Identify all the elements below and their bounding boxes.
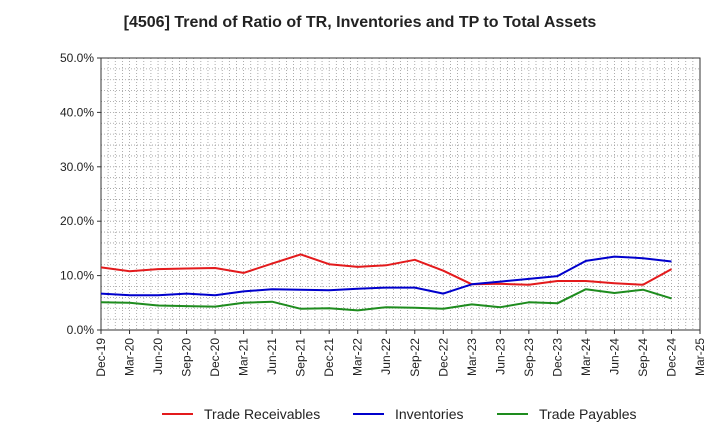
- x-tick-label: Mar-24: [579, 338, 593, 376]
- y-tick-label: 30.0%: [60, 160, 94, 174]
- axes: 0.0% 10.0% 20.0% 30.0% 40.0% 50.0% Dec-19 Mar-2…: [60, 51, 707, 377]
- y-tick-label: 10.0%: [60, 269, 94, 283]
- series-line-trade-receivables: [100, 253, 672, 286]
- chart-title: [4506] Trend of Ratio of TR, Inventories…: [123, 14, 597, 31]
- legend-label: Trade Payables: [539, 406, 637, 422]
- grid: [101, 58, 700, 330]
- legend-label: Inventories: [395, 406, 463, 422]
- y-tick-label: 40.0%: [60, 105, 94, 119]
- x-tick-label: Jun-22: [379, 338, 393, 375]
- plot-frame: [100, 57, 701, 331]
- x-tick-label: Mar-22: [351, 338, 365, 376]
- x-tick-label: Dec-22: [436, 338, 450, 377]
- series-lines: [100, 253, 672, 312]
- x-tick-label: Dec-24: [664, 338, 678, 377]
- x-tick-label: Mar-20: [123, 338, 137, 376]
- x-tick-label: Jun-21: [265, 338, 279, 375]
- y-tick-label: 0.0%: [67, 323, 95, 337]
- y-tick-label: 50.0%: [60, 51, 94, 65]
- x-tick-label: Mar-21: [237, 338, 251, 376]
- x-tick-label: Sep-22: [408, 338, 422, 377]
- x-tick-label: Sep-21: [294, 338, 308, 377]
- x-tick-label: Sep-24: [636, 338, 650, 377]
- x-tick-label: Dec-19: [94, 338, 108, 377]
- x-tick-label: Jun-23: [493, 338, 507, 375]
- legend: Trade Receivables Inventories Trade Payabl…: [162, 406, 637, 422]
- y-tick-label: 20.0%: [60, 214, 94, 228]
- x-tick-label: Mar-23: [465, 338, 479, 376]
- x-tick-label: Mar-25: [693, 338, 707, 376]
- series-line-inventories: [100, 255, 672, 297]
- x-tick-label: Dec-20: [208, 338, 222, 377]
- x-tick-label: Jun-20: [151, 338, 165, 375]
- x-tick-label: Sep-23: [522, 338, 536, 377]
- x-tick-label: Dec-23: [550, 338, 564, 377]
- x-tick-label: Sep-20: [180, 338, 194, 377]
- x-tick-label: Jun-24: [607, 338, 621, 375]
- series-line-trade-payables: [100, 288, 672, 312]
- legend-label: Trade Receivables: [204, 406, 320, 422]
- x-tick-label: Dec-21: [322, 338, 336, 377]
